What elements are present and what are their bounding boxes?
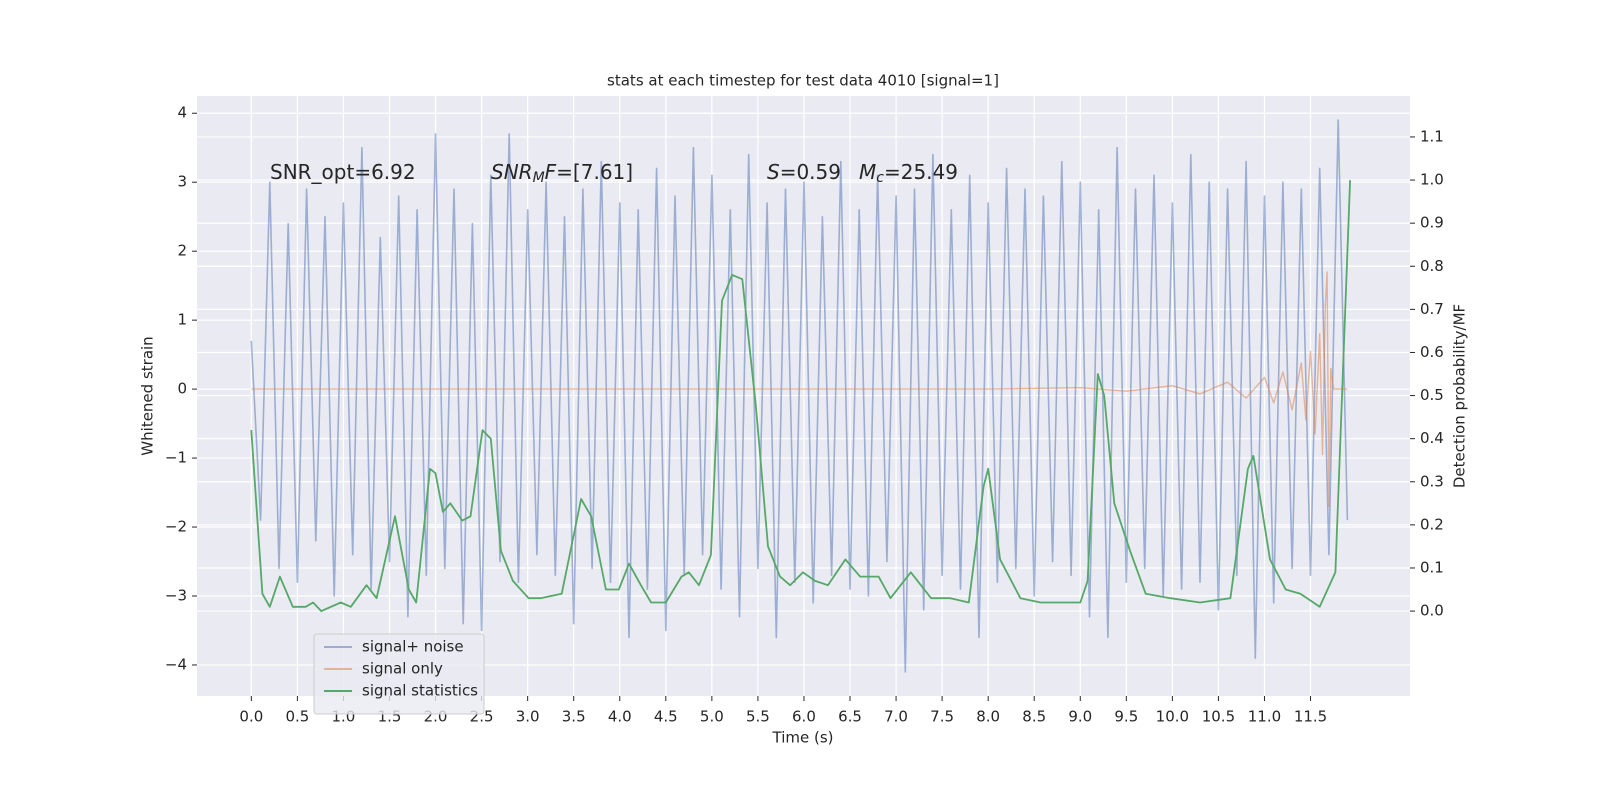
x-tick-label: 8.5	[1022, 708, 1046, 726]
annotation-part: c	[876, 170, 884, 186]
annotation-part: S	[767, 160, 780, 184]
annotation: SNRMF=[7.61]	[491, 160, 633, 187]
series-line	[250, 119, 1349, 673]
legend-label: signal+ noise	[362, 638, 464, 656]
y2-tick-label: 1.0	[1420, 171, 1444, 189]
x-tick-label: 6.5	[838, 708, 862, 726]
annotation-part: F	[545, 160, 557, 184]
y-tick-label: 1	[177, 311, 187, 329]
y2-tick-label: 0.6	[1420, 343, 1444, 361]
x-tick-label: 7.0	[884, 708, 908, 726]
x-tick-label: 0.0	[239, 708, 263, 726]
y2-tick-label: 0.7	[1420, 300, 1444, 318]
x-tick-label: 9.5	[1114, 708, 1138, 726]
y-tick-label: 4	[177, 104, 187, 122]
y2-axis-label: Detection probability/MF	[1451, 304, 1469, 488]
x-tick-label: 9.0	[1068, 708, 1092, 726]
y2-tick-label: 0.0	[1420, 602, 1444, 620]
annotation: S=0.59	[767, 160, 841, 184]
legend: signal+ noise signal only signal statistic…	[313, 633, 485, 715]
x-tick-label: 6.0	[792, 708, 816, 726]
legend-label: signal statistics	[362, 682, 478, 700]
x-tick-label: 10.0	[1156, 708, 1189, 726]
y-tick-label: 3	[177, 173, 187, 191]
y2-tick-label: 0.1	[1420, 558, 1444, 576]
y-tick-label: −2	[165, 518, 187, 536]
y2-tick-label: 0.3	[1420, 472, 1444, 490]
y-axis-label: Whitened strain	[139, 336, 157, 455]
annotation-part: M	[533, 170, 545, 186]
x-tick-label: 11.5	[1294, 708, 1327, 726]
annotation: Mc=25.49	[859, 160, 958, 187]
annotation-part: =0.59	[780, 160, 841, 184]
y2-tick-label: 0.5	[1420, 386, 1444, 404]
y-tick-label: 0	[177, 380, 187, 398]
x-tick-label: 4.0	[608, 708, 632, 726]
y2-tick-label: 1.1	[1420, 127, 1444, 145]
y-tick-label: −1	[165, 449, 187, 467]
y-tick-label: 2	[177, 242, 187, 260]
x-tick-label: 8.0	[976, 708, 1000, 726]
x-tick-label: 11.0	[1248, 708, 1281, 726]
x-tick-label: 0.5	[285, 708, 309, 726]
x-tick-label: 5.0	[700, 708, 724, 726]
x-tick-label: 4.5	[654, 708, 678, 726]
y-tick-label: −3	[165, 587, 187, 605]
annotation-part: =25.49	[884, 160, 958, 184]
annotation-part: M	[859, 160, 876, 184]
series-line	[251, 271, 1348, 507]
y2-tick-label: 0.9	[1420, 214, 1444, 232]
x-tick-label: 10.5	[1202, 708, 1235, 726]
annotation-part: SNR_opt=6.92	[270, 160, 416, 184]
x-axis-label: Time (s)	[772, 729, 834, 747]
annotation-part: SNR	[491, 160, 533, 184]
x-tick-label: 5.5	[746, 708, 770, 726]
y2-tick-label: 0.8	[1420, 257, 1444, 275]
y2-tick-label: 0.2	[1420, 515, 1444, 533]
y-tick-label: −4	[165, 655, 187, 673]
x-tick-label: 3.0	[516, 708, 540, 726]
annotation: SNR_opt=6.92	[270, 160, 416, 184]
x-tick-label: 7.5	[930, 708, 954, 726]
chart-title: stats at each timestep for test data 401…	[607, 72, 999, 90]
annotation-part: =[7.61]	[556, 160, 633, 184]
y2-tick-label: 0.4	[1420, 429, 1444, 447]
legend-label: signal only	[362, 660, 443, 678]
x-tick-label: 3.5	[562, 708, 586, 726]
legend-box	[313, 633, 485, 715]
series-line	[250, 180, 1351, 612]
